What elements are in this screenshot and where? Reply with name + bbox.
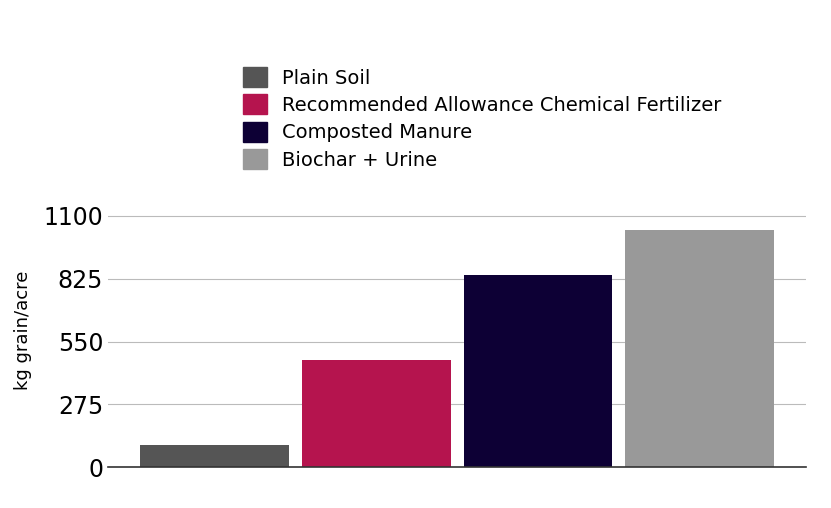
Bar [464,275,612,467]
Y-axis label: kg grain/acre: kg grain/acre [14,271,32,390]
Bar [626,230,774,467]
Legend: Plain Soil, Recommended Allowance Chemical Fertilizer, Composted Manure, Biochar: Plain Soil, Recommended Allowance Chemic… [243,67,721,170]
Bar [302,360,450,467]
Bar [140,444,288,467]
